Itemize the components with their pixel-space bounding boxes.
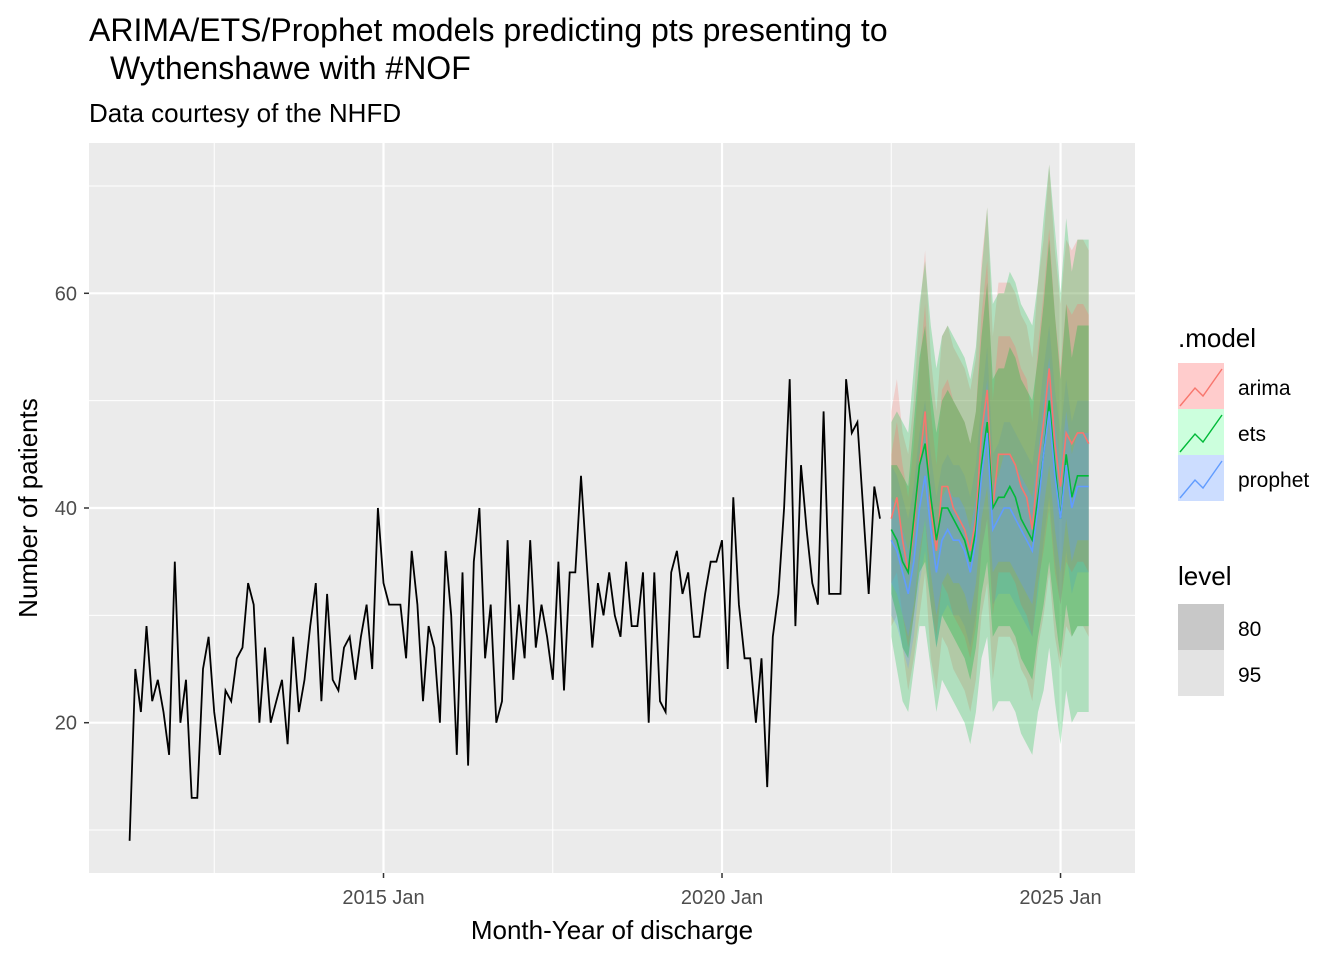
x-tick-label: 2025 Jan bbox=[1019, 887, 1101, 909]
legend-key-arima bbox=[1178, 363, 1224, 409]
prophet-95-ribbon bbox=[891, 325, 1089, 669]
legend-label-level-95: 95 bbox=[1238, 664, 1261, 687]
major-gridlines bbox=[89, 143, 1135, 873]
x-axis-ticks: 2015 Jan 2020 Jan 2025 Jan bbox=[342, 873, 1102, 909]
legend-model-title: .model bbox=[1178, 323, 1256, 353]
chart-subtitle: Data courtesy of the NHFD bbox=[89, 98, 401, 128]
legend-key-level-80 bbox=[1178, 604, 1224, 650]
legend-label-prophet: prophet bbox=[1238, 469, 1309, 492]
y-tick-label: 20 bbox=[55, 713, 77, 735]
legend-level-title: level bbox=[1178, 561, 1231, 591]
x-tick-label: 2020 Jan bbox=[681, 887, 763, 909]
y-axis-ticks: 20 40 60 bbox=[55, 283, 89, 735]
legend-key-ets bbox=[1178, 409, 1224, 455]
prophet-80-ribbon bbox=[891, 357, 1089, 637]
ets-forecast-line bbox=[890, 400, 1089, 576]
x-axis-title: Month-Year of discharge bbox=[471, 915, 753, 945]
prophet-forecast-line bbox=[890, 411, 1089, 595]
legend-label-arima: arima bbox=[1238, 377, 1291, 400]
x-tick-label: 2015 Jan bbox=[342, 887, 424, 909]
chart-title-line1: ARIMA/ETS/Prophet models predicting pts … bbox=[89, 12, 888, 48]
legend-key-level-95 bbox=[1178, 650, 1224, 696]
y-tick-label: 60 bbox=[55, 283, 77, 305]
observed-series-line bbox=[128, 379, 881, 841]
legend: .model arima ets prophet level 80 95 bbox=[1178, 323, 1309, 696]
legend-line-ets bbox=[1179, 414, 1223, 453]
chart-title-line2: Wythenshawe with #NOF bbox=[110, 50, 471, 86]
legend-label-level-80: 80 bbox=[1238, 618, 1261, 641]
legend-label-ets: ets bbox=[1238, 423, 1266, 446]
legend-line-arima bbox=[1179, 368, 1223, 407]
y-axis-title: Number of patients bbox=[13, 398, 43, 618]
legend-line-prophet bbox=[1179, 460, 1223, 499]
forecast-lines bbox=[890, 368, 1090, 595]
arima-forecast-line bbox=[890, 368, 1090, 573]
legend-level-keys: 80 95 bbox=[1178, 604, 1261, 696]
legend-model-keys: arima ets prophet bbox=[1178, 363, 1309, 501]
legend-key-prophet bbox=[1178, 455, 1224, 501]
y-tick-label: 40 bbox=[55, 498, 77, 520]
